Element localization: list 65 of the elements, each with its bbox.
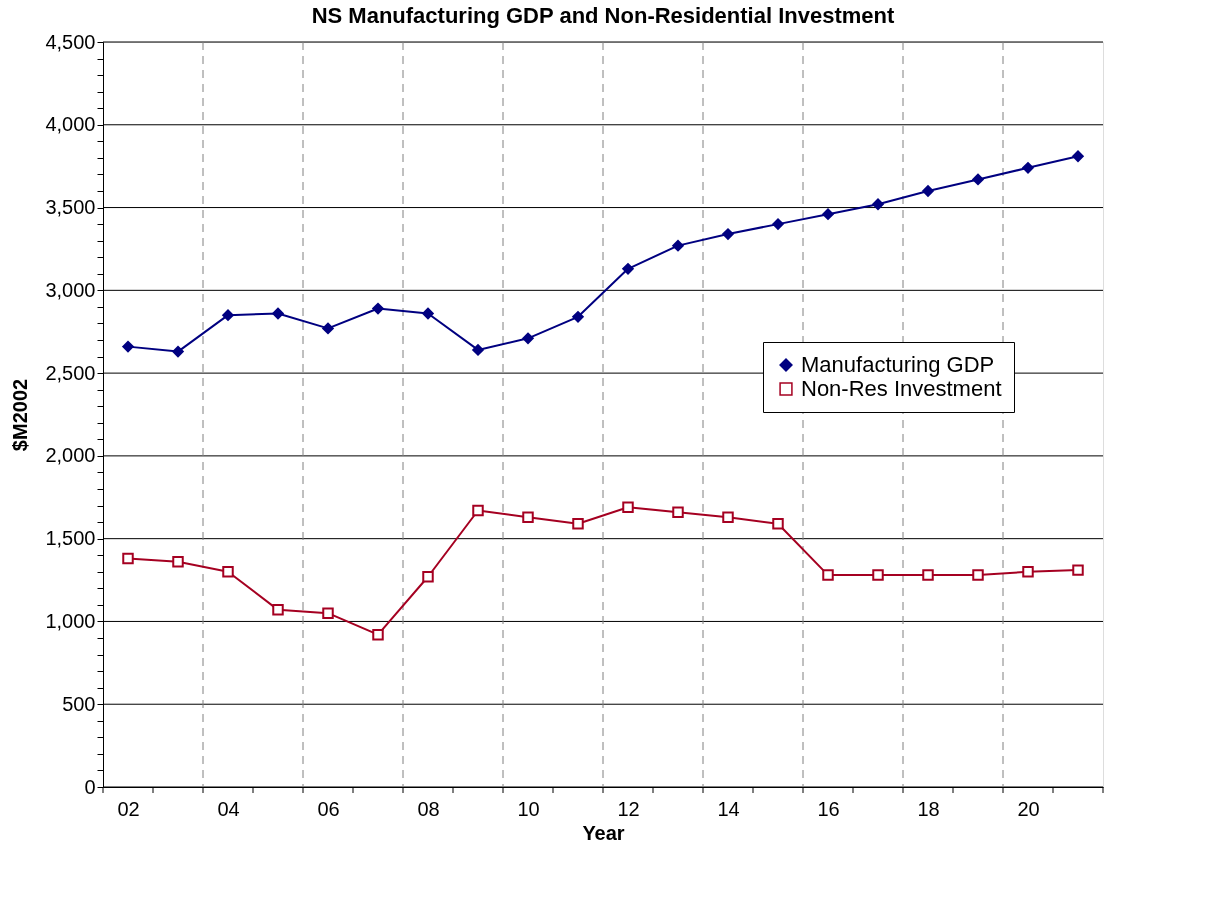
y-tick-label: 4,000 xyxy=(45,113,96,136)
point xyxy=(122,552,134,565)
x-axis-title: Year xyxy=(582,821,625,844)
point xyxy=(522,511,534,523)
point xyxy=(472,344,484,356)
x-tick-label: 10 xyxy=(517,797,540,820)
x-tick-label: 12 xyxy=(617,797,640,820)
point xyxy=(972,173,984,186)
point xyxy=(322,322,334,335)
x-tick-label: 02 xyxy=(117,797,140,820)
y-tick-label: 3,000 xyxy=(45,278,96,301)
point xyxy=(722,511,734,523)
point xyxy=(372,628,384,641)
point xyxy=(1022,566,1034,578)
y-tick-label: 2,500 xyxy=(45,361,96,384)
point xyxy=(872,569,884,581)
y-tick-label: 500 xyxy=(62,692,96,715)
x-tick-label: 04 xyxy=(217,797,240,820)
chart-title: NS Manufacturing GDP and Non-Residential Investment xyxy=(311,3,895,28)
point xyxy=(772,518,784,530)
point xyxy=(1072,150,1084,162)
point xyxy=(1022,162,1034,174)
point xyxy=(522,332,534,345)
x-tick-label: 16 xyxy=(817,797,840,820)
point xyxy=(1072,564,1084,576)
point xyxy=(222,309,234,321)
y-tick-label: 0 xyxy=(84,775,96,798)
point xyxy=(272,307,284,320)
point xyxy=(172,556,184,568)
point xyxy=(172,345,184,358)
x-tick-label: 06 xyxy=(317,797,340,820)
point xyxy=(822,569,834,581)
y-tick-label: 1,000 xyxy=(45,609,96,632)
point xyxy=(122,340,134,353)
x-tick-label: 14 xyxy=(717,797,740,820)
x-tick-label: 08 xyxy=(417,797,440,820)
point xyxy=(622,263,634,275)
y-tick-label: 2,000 xyxy=(45,444,96,467)
y-tick-label: 4,500 xyxy=(45,30,96,53)
point xyxy=(472,504,484,517)
y-axis-title: $M2002 xyxy=(9,378,32,452)
point xyxy=(272,604,284,616)
point xyxy=(922,185,934,197)
x-tick-label: 20 xyxy=(1017,797,1040,820)
point xyxy=(872,198,884,210)
point xyxy=(622,501,634,513)
point xyxy=(422,307,434,320)
point xyxy=(422,571,434,583)
point xyxy=(322,607,334,619)
y-tick-label: 1,500 xyxy=(45,527,96,550)
point xyxy=(572,518,584,530)
point xyxy=(922,569,934,581)
y-tick-label: 3,500 xyxy=(45,196,96,219)
point xyxy=(972,569,984,581)
point xyxy=(672,239,684,252)
x-tick-label: 18 xyxy=(917,797,940,820)
point xyxy=(772,218,784,230)
point xyxy=(672,506,684,518)
legend-label: Manufacturing GDP xyxy=(801,352,995,377)
point xyxy=(222,566,234,578)
legend-label: Non-Res Investment xyxy=(801,376,1002,401)
point xyxy=(572,311,584,323)
point xyxy=(722,228,734,240)
point xyxy=(372,302,384,315)
point xyxy=(822,208,834,220)
